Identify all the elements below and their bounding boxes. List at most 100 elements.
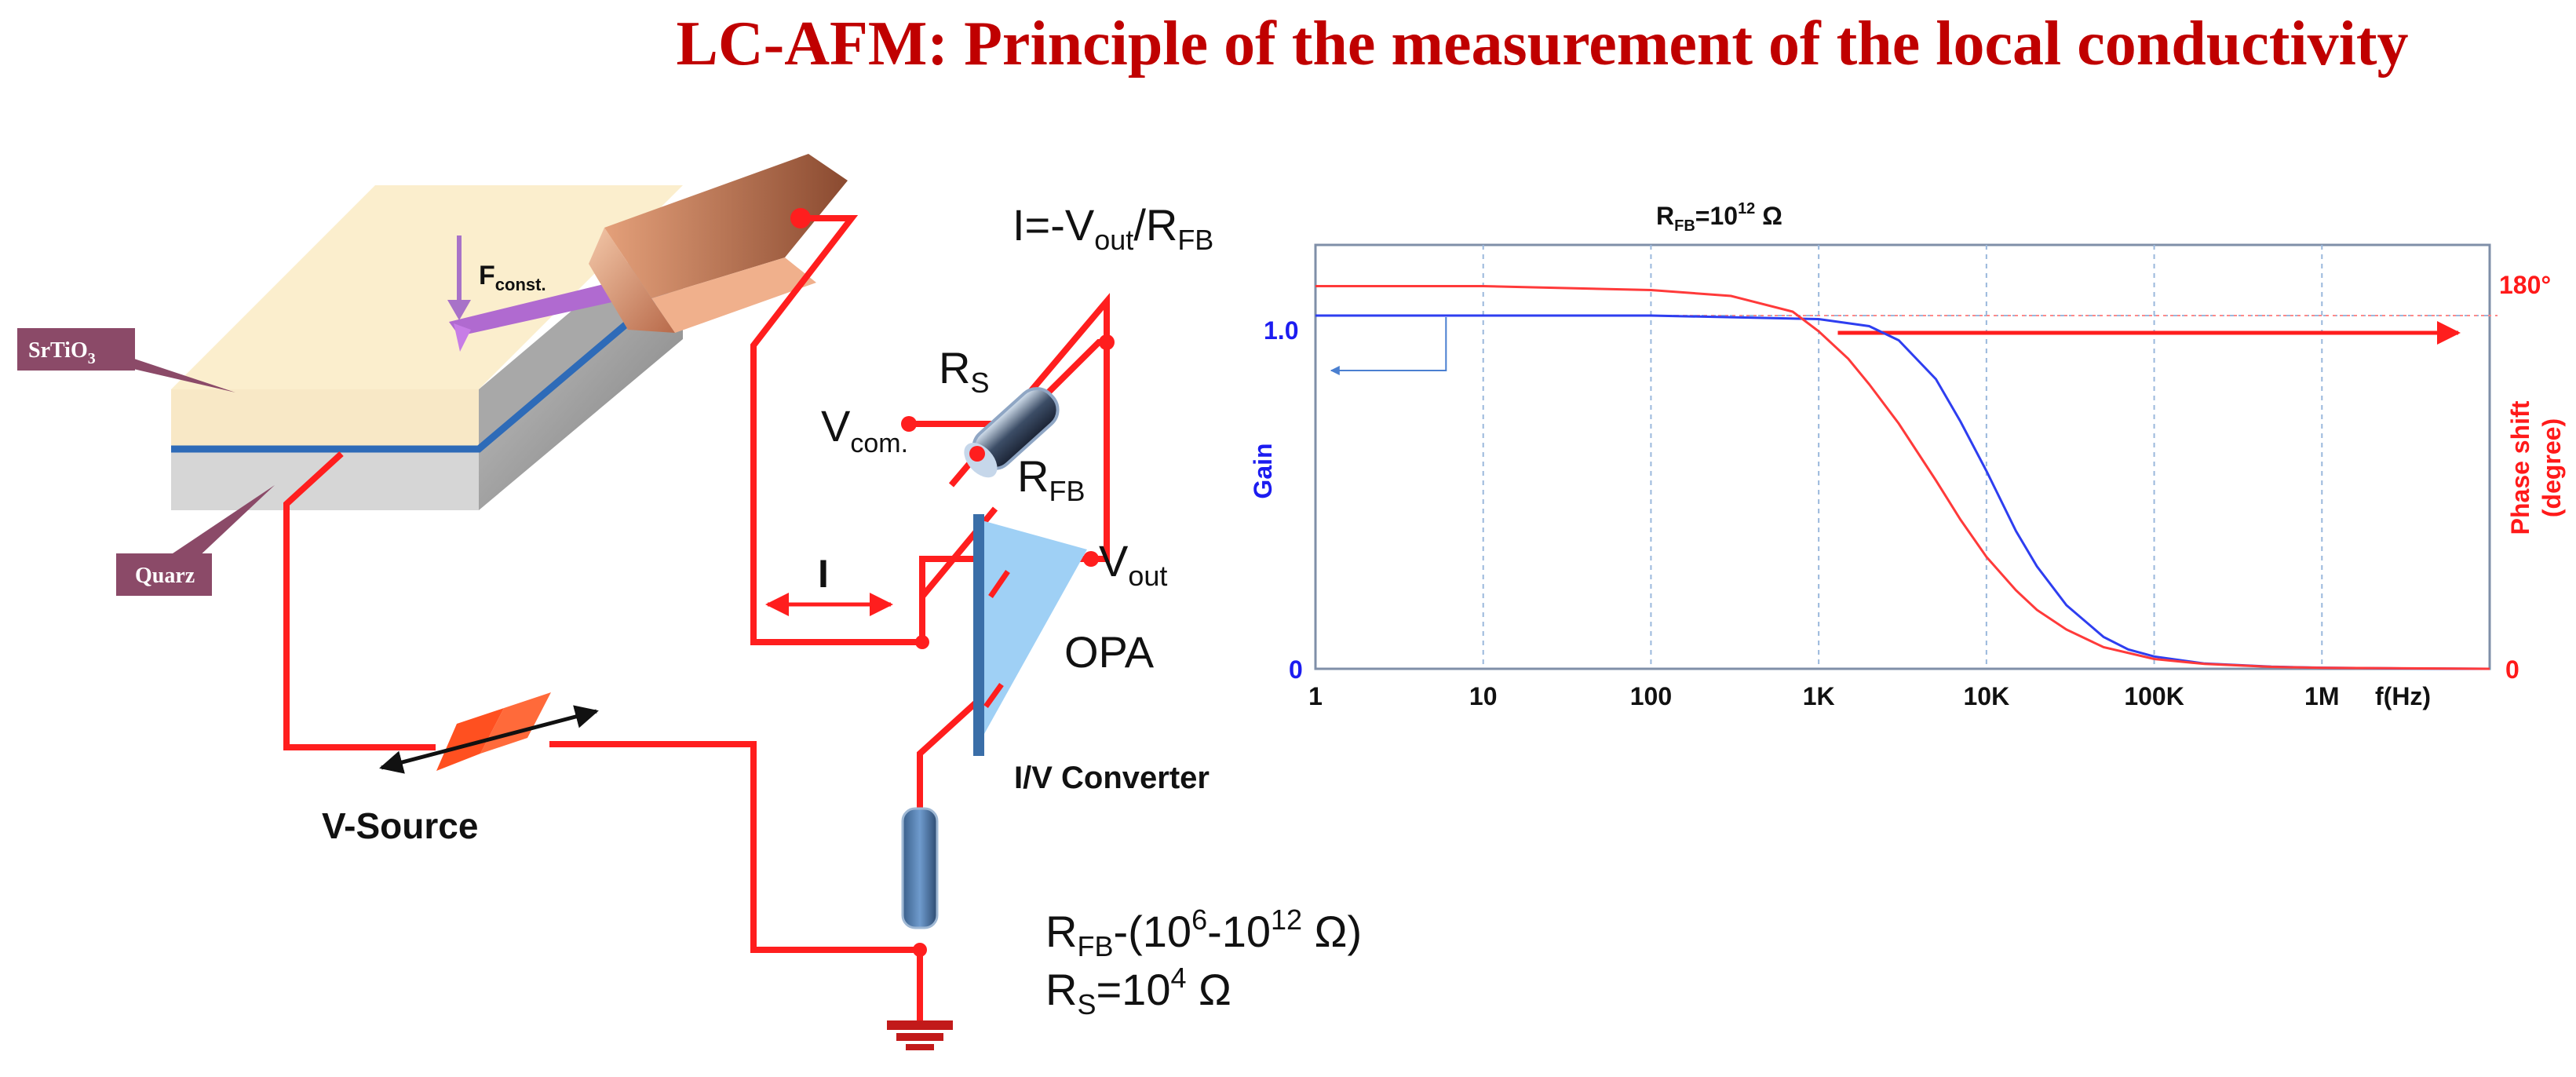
current-eq-p4: FB [1177,224,1213,256]
rfb-label-main: R [1017,451,1049,501]
srtio3-tag-label: SrTiO3 [28,338,96,367]
rs-label-sub: S [970,367,989,399]
rfb-range-line: RFB-(106-1012 Ω) [1045,904,1362,962]
rs-value-p1: R [1045,965,1077,1014]
x-tick-label-3: 1K [1803,682,1835,710]
right-tick-zero: 0 [2505,655,2519,684]
cantilever-arm [449,276,644,336]
force-label: Fconst. [479,261,546,294]
rs-value-p4: 4 [1170,962,1186,994]
wire-vout [919,506,998,642]
current-equation: I=-Vout/RFB [1013,200,1213,256]
cable-body [901,807,939,929]
srtio3-label-main: SrTiO [28,338,88,363]
tip-holder-side [651,257,816,333]
x-tick-label-2: 100 [1630,682,1672,710]
tip-holder-front [589,228,675,333]
opa-amplifier [973,514,1087,756]
chart-title-p2: FB [1674,217,1695,235]
rfb-range-p6: 12 [1271,904,1302,936]
force-indicator: Fconst. [447,235,546,320]
chart-title-p3: =10 [1695,202,1738,230]
right-axis-label-1: Phase shift [2506,400,2534,535]
iv-converter-label: I/V Converter [1014,761,1210,795]
rs-value-p2: S [1077,988,1096,1020]
vcom-label-sub: com. [850,429,908,458]
v-source-label: V-Source [322,805,478,846]
opa-input-mark [988,570,1010,598]
force-label-main: F [479,261,495,290]
page-title: LC-AFM: Principle of the measurement of … [677,9,2409,78]
x-tick-label-1: 10 [1469,682,1498,710]
rs-terminal [969,446,985,462]
force-label-sub: const. [495,275,546,294]
vcom-label-main: V [821,401,851,451]
right-axis-label-2: (degree) [2538,418,2566,517]
rs-label-main: R [939,343,970,392]
x-tick-label-6: 1M [2304,682,2339,710]
current-eq-p2: out [1094,224,1133,256]
srtio3-label-sub: 3 [88,350,96,367]
wire-source-to-ground [549,741,923,1020]
srtio3-tag-pointer [118,353,235,392]
quarz-tag-pointer [173,485,275,559]
rfb-range-p2: FB [1077,930,1113,962]
opa-output-mark [983,682,1004,709]
sample-base-side [479,276,683,510]
rs-value-p3: =10 [1096,965,1170,1014]
rfb-range-p3: -(10 [1113,907,1191,956]
chart-title-p4: 12 [1738,200,1755,217]
right-tick-top: 180° [2499,271,2551,299]
x-tick-label-4: 10K [1964,682,2010,710]
v-source-adjust-arrow [379,705,599,774]
quarz-label: Quarz [135,564,195,588]
frequency-response-chart: 1 10 100 1K 10K 100K 1M RFB=1012 Ω f(Hz) 1.0 0… [1249,200,2566,710]
interface-layer [171,273,685,453]
wire-opa-input [917,688,991,809]
current-label: I [818,552,829,596]
rfb-range-p4: 6 [1191,904,1207,936]
rfb-label: RFB [1017,451,1085,507]
phase-series-line [1315,285,2490,670]
srtio3-tag-box [17,328,135,371]
left-tick-top: 1.0 [1264,316,1298,345]
chart-title: RFB=1012 Ω [1656,200,1782,235]
loop-node [915,635,929,649]
sample-block [171,185,685,510]
ground-symbol [887,1020,953,1050]
opa-label: OPA [1064,627,1155,677]
vout-label-main: V [1099,536,1129,586]
ground-node [913,943,927,957]
ground-bar-1 [887,1020,953,1030]
feedback-node-top [1099,334,1115,350]
rs-label: RS [939,343,989,399]
ground-bar-2 [896,1033,943,1041]
afm-tip [454,323,471,352]
vcom-node [901,416,917,432]
chart-title-p1: R [1656,202,1674,230]
cable-component [901,807,939,929]
chart-title-p5: Ω [1755,202,1782,230]
quarz-tag-box [116,553,212,596]
vcom-label: Vcom. [821,401,908,458]
left-tick-zero: 0 [1289,655,1303,684]
v-source [379,692,599,774]
vout-label: Vout [1099,536,1167,592]
rfb-range-p1: R [1045,907,1077,956]
sample-srtio3-front [171,389,479,449]
tip-holder-top [604,154,848,298]
current-eq-p3: /R [1133,200,1177,250]
ground-bar-3 [906,1044,934,1050]
sample-base-front [171,449,479,510]
chart-plot-frame [1314,243,2491,670]
srtio3-tag: SrTiO3 [17,328,235,392]
vout-node [1083,551,1099,567]
chart-x-ticks: 1 10 100 1K 10K 100K 1M [1308,682,2339,710]
gain-axis-arrow [1330,317,1447,375]
opa-bar [973,514,984,756]
rfb-range-p5: -10 [1207,907,1271,956]
wire-sample-to-source [283,451,436,750]
rs-value-line: RS=104 Ω [1045,962,1231,1020]
force-arrow-head [447,300,471,320]
x-axis-unit-label: f(Hz) [2375,682,2431,710]
